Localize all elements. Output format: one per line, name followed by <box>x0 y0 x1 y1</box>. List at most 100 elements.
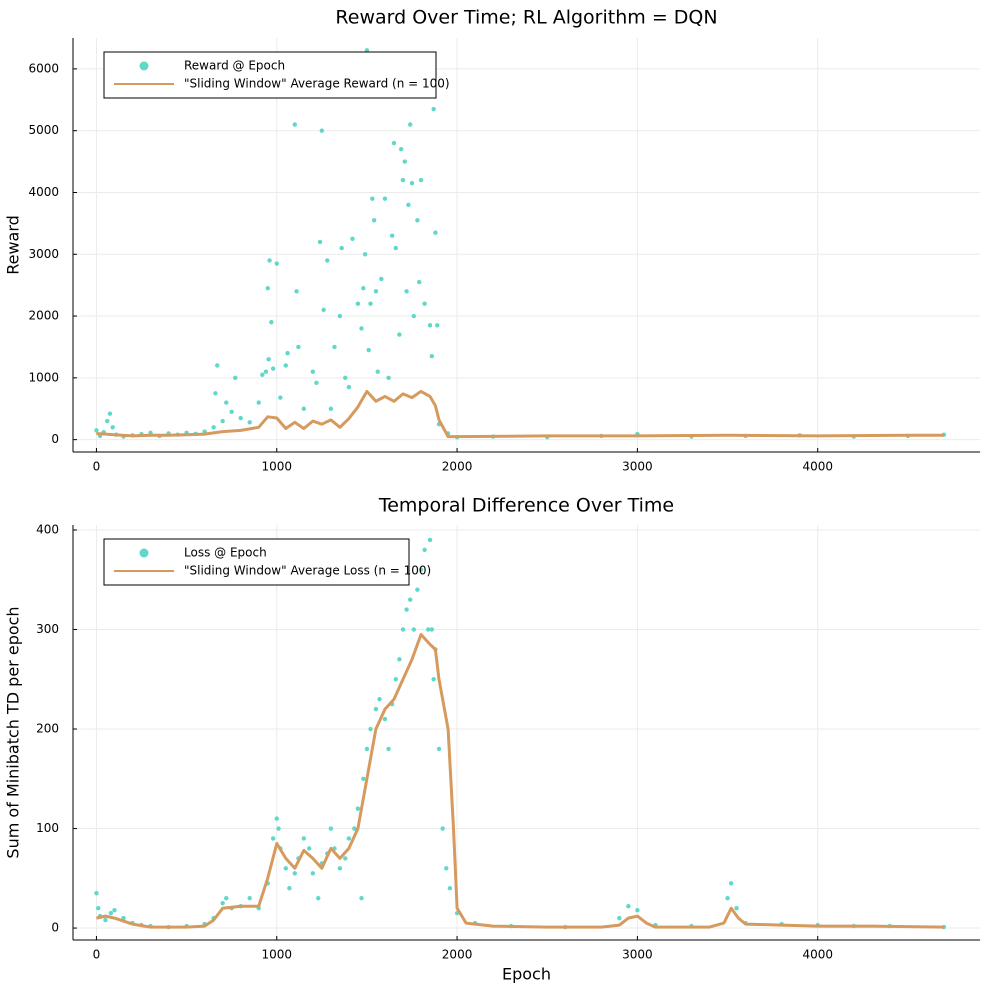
data-point <box>411 313 417 319</box>
data-point <box>436 746 442 752</box>
data-point <box>379 276 384 282</box>
data-point <box>433 230 438 235</box>
data-point <box>276 826 281 831</box>
data-point <box>337 866 343 871</box>
data-point <box>382 716 388 722</box>
data-point <box>343 375 348 381</box>
series-1 <box>94 537 947 930</box>
x-tick-label: 2000 <box>442 460 473 474</box>
data-point <box>393 677 398 682</box>
legend-marker <box>139 548 149 558</box>
x-tick-label: 3000 <box>622 460 653 474</box>
data-point <box>370 196 375 201</box>
data-point <box>310 369 316 374</box>
x-tick-label: 1000 <box>261 948 292 962</box>
data-point <box>361 286 366 291</box>
data-point <box>626 903 631 909</box>
x-tick-label: 0 <box>93 948 101 962</box>
data-point <box>321 307 326 313</box>
legend-box <box>103 51 437 99</box>
data-point <box>346 384 352 390</box>
data-point <box>110 425 115 430</box>
data-point <box>361 776 366 781</box>
data-point <box>415 587 420 592</box>
y-tick-label: 4000 <box>28 185 59 199</box>
chart-title: Reward Over Time; RL Algorithm = DQN <box>335 7 717 29</box>
data-point <box>725 896 730 901</box>
legend-entry: Loss @ Epoch <box>184 546 267 560</box>
data-point <box>635 907 640 913</box>
data-point <box>734 905 739 911</box>
data-point <box>444 866 449 871</box>
data-point <box>728 881 734 886</box>
data-point <box>274 816 279 821</box>
data-point <box>343 856 348 861</box>
series-2 <box>96 389 944 439</box>
data-point <box>283 866 288 871</box>
chart-panel-1: Reward Over Time; RL Algorithm = DQN 0 100… <box>4 7 980 474</box>
data-point <box>220 418 225 424</box>
data-point <box>447 886 453 891</box>
data-point <box>112 907 117 913</box>
x-tick-label: 0 <box>93 460 101 474</box>
data-point <box>94 428 99 433</box>
data-point <box>317 239 323 245</box>
data-point <box>270 836 276 841</box>
data-point <box>407 122 413 127</box>
y-tick-label: 0 <box>51 432 59 446</box>
data-point <box>417 279 422 285</box>
data-point <box>404 607 409 612</box>
data-point <box>411 627 417 632</box>
x-tick-label: 2000 <box>442 948 473 962</box>
data-point <box>294 289 299 294</box>
data-point <box>301 836 307 841</box>
data-point <box>355 301 361 306</box>
data-point <box>362 252 368 257</box>
data-point <box>409 181 415 186</box>
data-point <box>247 896 252 901</box>
data-point <box>265 286 270 291</box>
data-point <box>292 871 297 876</box>
data-point <box>211 425 216 430</box>
data-point <box>107 411 113 416</box>
data-point <box>386 746 391 752</box>
data-point <box>368 301 373 306</box>
data-point <box>270 366 276 371</box>
data-point <box>404 289 409 294</box>
series-line <box>96 389 944 439</box>
data-point <box>287 886 292 891</box>
data-point <box>375 369 380 374</box>
y-tick-label: 5000 <box>28 123 59 137</box>
data-point <box>393 245 398 251</box>
data-point <box>103 917 108 923</box>
y-tick-label: 200 <box>36 722 59 736</box>
y-axis-label: Sum of Minibatch TD per epoch <box>4 606 23 858</box>
data-point <box>105 418 110 424</box>
data-point <box>368 726 373 732</box>
data-point <box>350 236 355 242</box>
data-point <box>389 233 395 238</box>
data-point <box>301 406 307 411</box>
data-point <box>224 896 229 901</box>
data-point <box>359 326 364 331</box>
data-point <box>371 218 377 223</box>
y-tick-label: 100 <box>36 821 59 835</box>
data-point <box>373 289 379 294</box>
data-point <box>269 320 274 325</box>
legend-entry: "Sliding Window" Average Reward (n = 100… <box>184 77 450 91</box>
data-point <box>352 826 357 831</box>
data-point <box>274 261 279 266</box>
data-point <box>431 106 436 112</box>
data-point <box>406 202 411 208</box>
data-point <box>94 891 99 896</box>
data-point <box>377 696 382 702</box>
data-point <box>314 380 319 385</box>
data-point <box>400 627 406 632</box>
data-point <box>429 354 435 359</box>
data-point <box>427 323 433 328</box>
data-point <box>373 706 379 712</box>
legend-entry: "Sliding Window" Average Loss (n = 100) <box>184 564 431 578</box>
data-point <box>215 363 220 368</box>
x-tick-label: 4000 <box>802 460 833 474</box>
